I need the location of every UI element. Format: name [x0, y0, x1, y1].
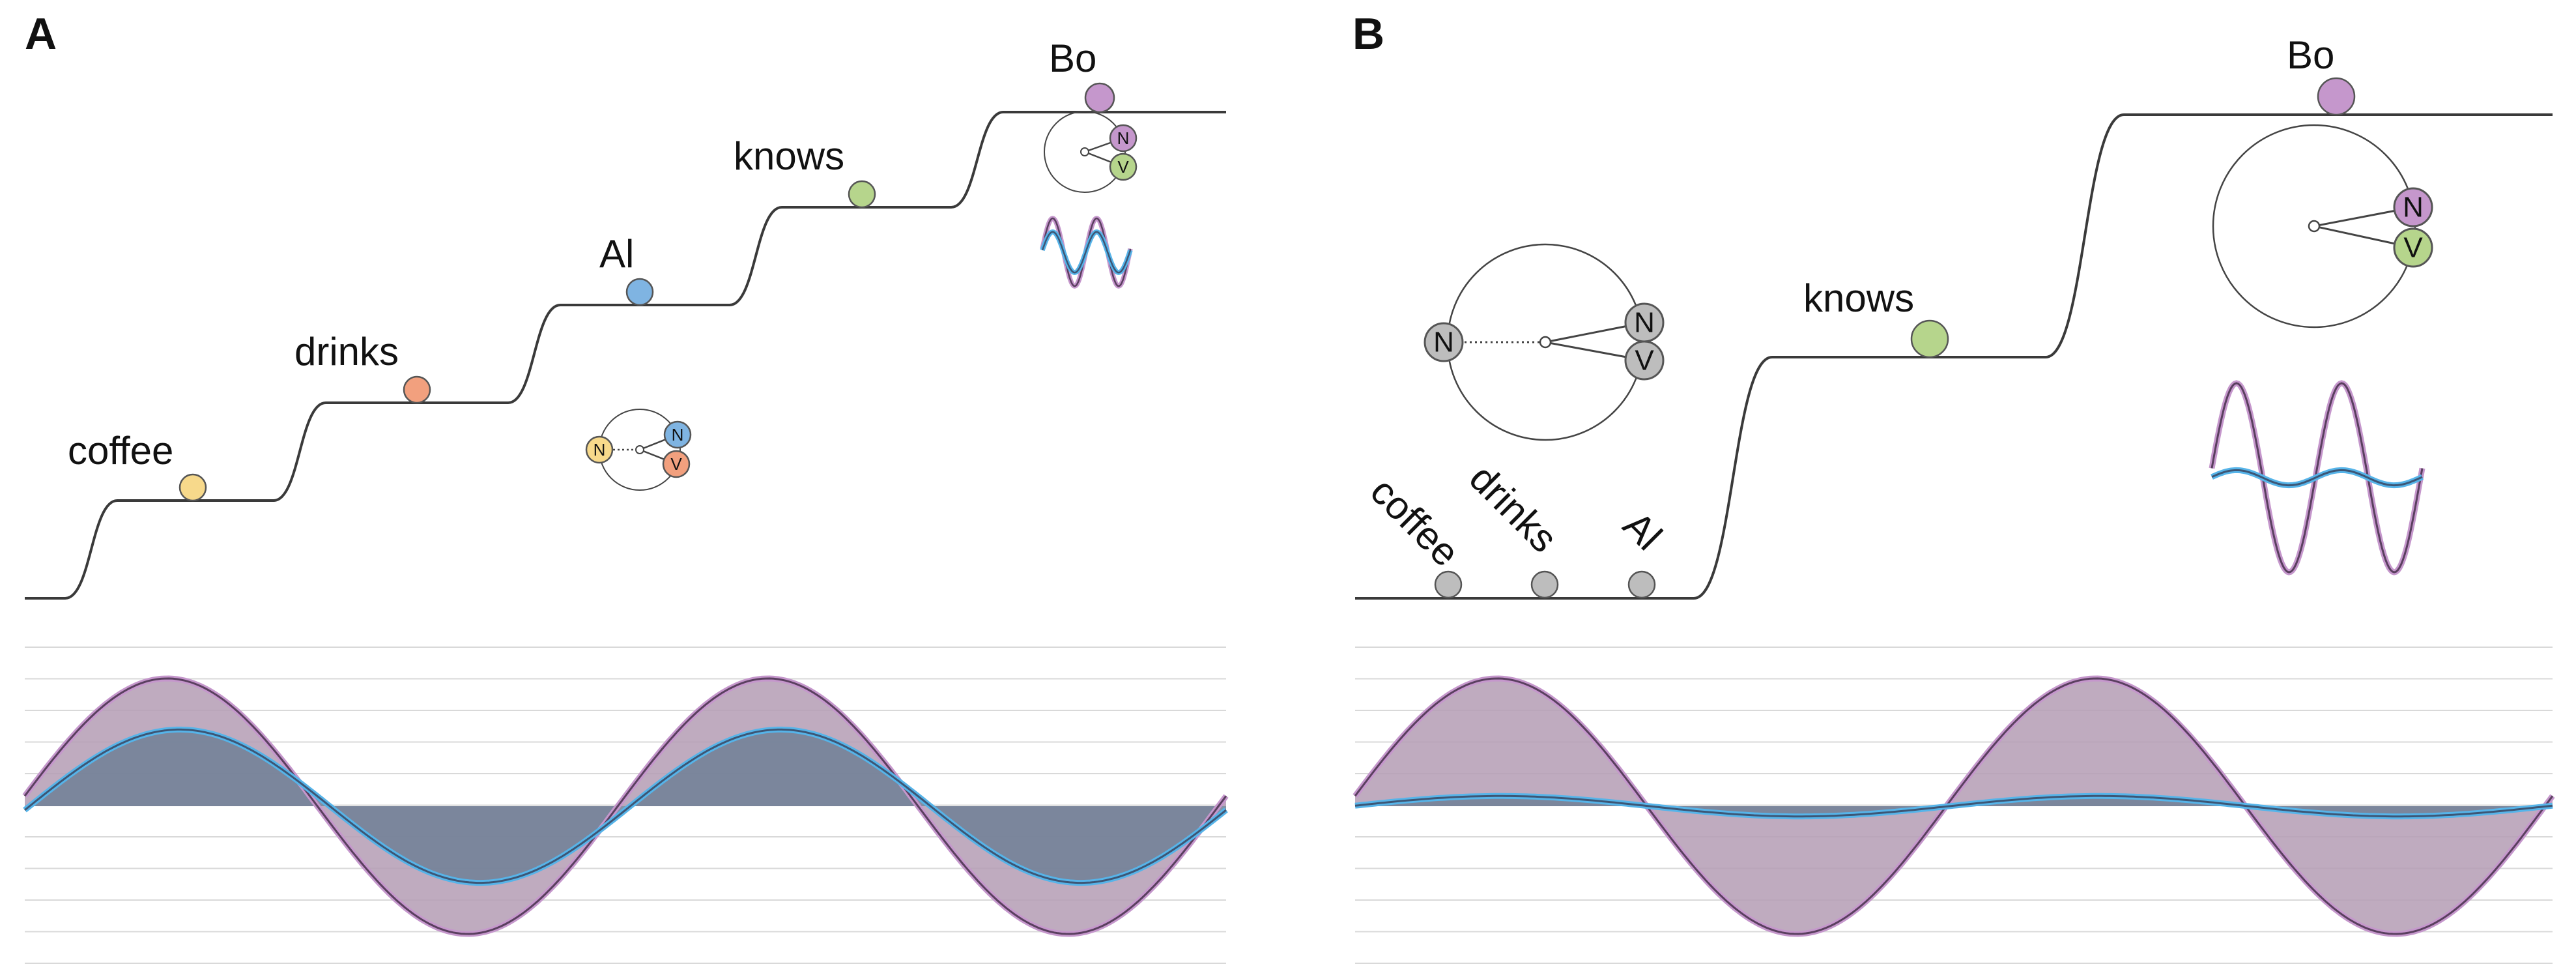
phase-center: [1539, 336, 1552, 349]
panel-a-wave-plot: [22, 675, 1229, 937]
purple-wave-line: [1354, 677, 2554, 935]
panel-a-token-bo: [1084, 82, 1115, 113]
mini-blue-line: [1041, 231, 1132, 274]
panel-a-label: A: [25, 9, 57, 59]
panel-a-staircase: [25, 111, 1226, 600]
panel-b-token-bo: [2317, 77, 2356, 116]
panel-b-phase-diagram-1: N N V: [1424, 243, 1665, 441]
panel-b-token-drinks: [1530, 570, 1559, 599]
panel-b-word-coffee: coffee: [1362, 469, 1468, 575]
panel-b-token-al: [1627, 570, 1656, 599]
panel-a-token-al: [625, 278, 654, 306]
panel-a-token-knows: [848, 180, 876, 209]
panel-b-word-knows: knows: [1803, 276, 1914, 320]
panel-b-phase-diagram-2: N V: [2212, 124, 2433, 328]
panel-a-word-al: Al: [599, 232, 634, 276]
panel-a: A coffee drinks Al knows Bo N N V: [22, 9, 1229, 964]
phase-center: [635, 445, 644, 454]
panel-a-phase-diagram-2: N V: [1044, 111, 1138, 193]
phase-node: [1424, 322, 1464, 362]
blue-wave-line: [24, 728, 1227, 884]
panel-b: B coffee drinks Al knows Bo N N V: [1352, 9, 2555, 964]
panel-a-token-drinks: [403, 375, 431, 404]
phase-node-label: N: [1433, 327, 1454, 358]
purple-wave-line: [23, 677, 1227, 935]
blue-wave-line: [1354, 794, 2553, 818]
phase-node: [1109, 124, 1138, 153]
phase-node: [662, 450, 691, 478]
panel-b-staircase: [1355, 113, 2553, 600]
panel-a-token-coffee: [179, 473, 207, 502]
panel-a-word-coffee: coffee: [68, 429, 173, 473]
panel-b-word-drinks: drinks: [1461, 456, 1566, 561]
phase-node-label: N: [2403, 192, 2424, 224]
phase-node: [1624, 340, 1665, 381]
phase-center: [2308, 220, 2321, 233]
phase-node-label: V: [1117, 157, 1129, 177]
mini-blue-line: [2211, 469, 2423, 487]
phase-node: [585, 435, 614, 464]
panel-a-word-knows: knows: [734, 134, 844, 178]
panel-b-word-bo: Bo: [2287, 33, 2334, 77]
phase-node-label: N: [594, 440, 606, 459]
phase-node: [2393, 187, 2433, 227]
phase-node-label: N: [1634, 307, 1655, 339]
panel-b-token-coffee: [1434, 570, 1463, 599]
phase-node: [2393, 227, 2433, 268]
phase-node-label: V: [670, 454, 682, 474]
panel-a-word-bo: Bo: [1049, 36, 1096, 80]
panel-a-phase-diagram-1: N N V: [585, 409, 692, 491]
phase-node-label: N: [672, 425, 684, 444]
phase-node-label: V: [2403, 232, 2423, 264]
phase-node: [1109, 153, 1138, 181]
panel-b-wave-plot: [1352, 675, 2555, 937]
panel-b-label: B: [1352, 9, 1384, 59]
blue-wave-fill: [25, 729, 1226, 883]
phase-node-label: N: [1117, 128, 1130, 148]
panel-a-mini-wave: [1040, 216, 1133, 289]
panel-b-token-knows: [1910, 319, 1949, 358]
mini-purple-line: [2211, 382, 2424, 574]
panel-a-word-drinks: drinks: [294, 330, 399, 373]
phase-center: [1080, 147, 1089, 156]
panel-b-word-al: Al: [1615, 503, 1670, 559]
phase-node-label: V: [1635, 345, 1654, 377]
phase-node: [663, 420, 692, 449]
panel-b-mini-wave: [2209, 380, 2426, 575]
